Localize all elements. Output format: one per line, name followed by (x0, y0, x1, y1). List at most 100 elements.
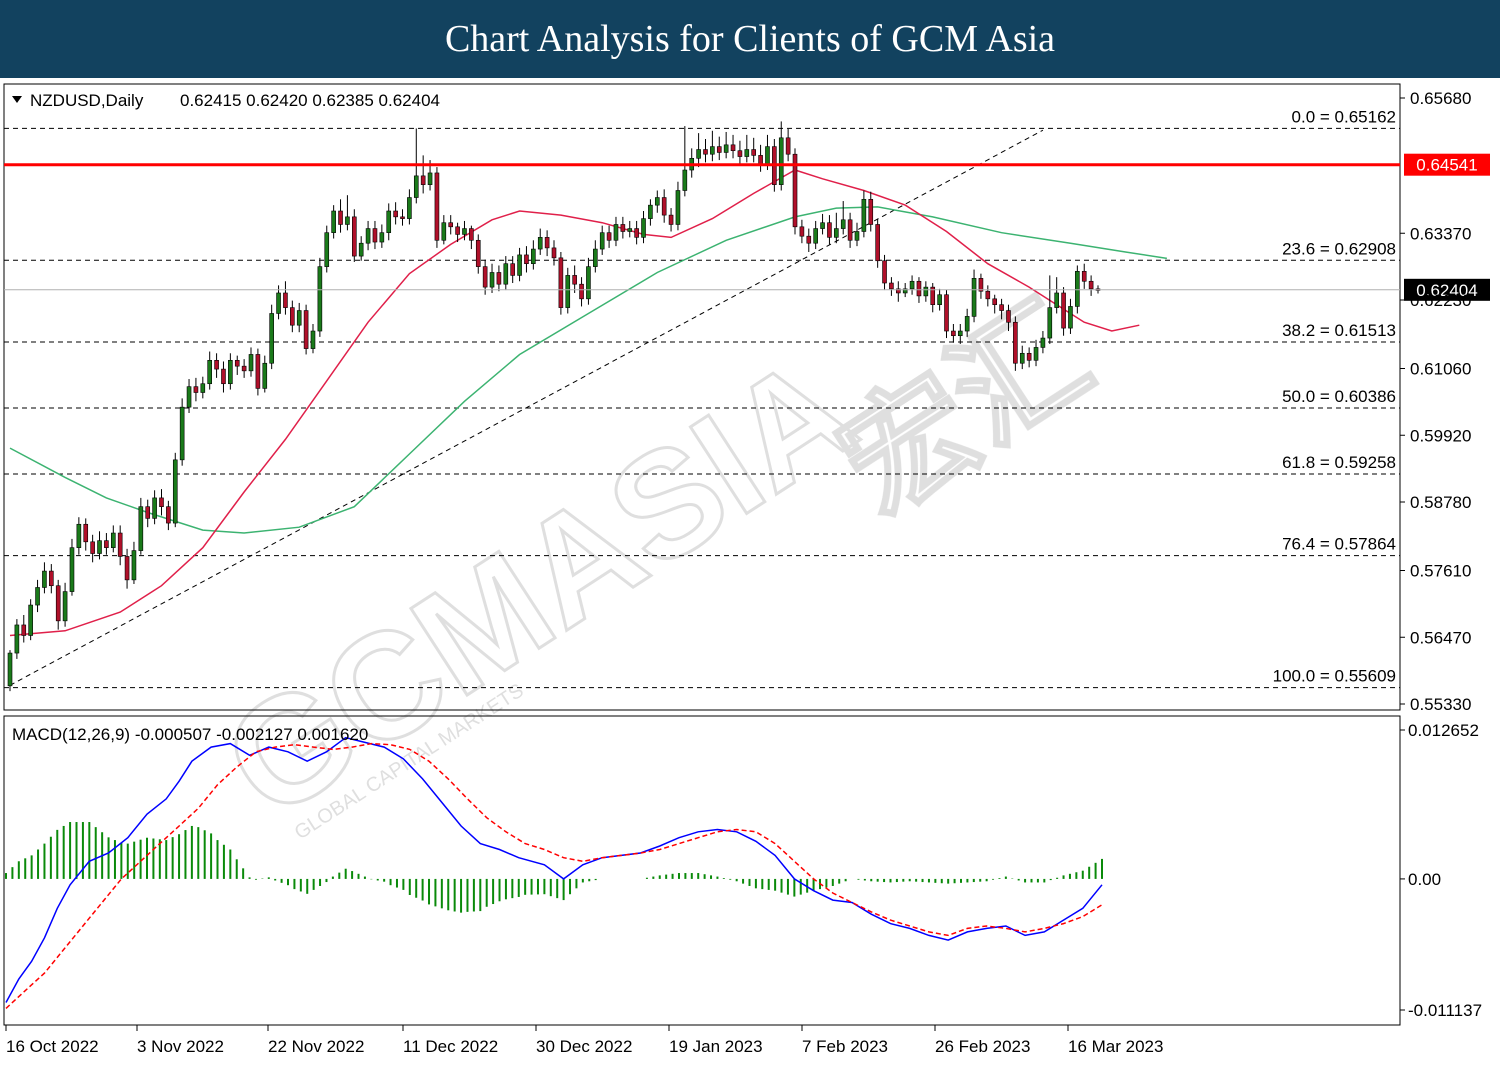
candle-body (303, 310, 309, 349)
fibonacci-label-bg (1255, 452, 1396, 472)
macd-line (5, 736, 1103, 1003)
time-tick-label: 16 Oct 2022 (6, 1037, 99, 1056)
candle-body (338, 210, 343, 225)
candle-body (496, 272, 502, 285)
candle-body (999, 304, 1004, 311)
candle-body (937, 294, 942, 305)
candle-body (1061, 292, 1066, 329)
candle-body (868, 198, 874, 225)
candle-body (1019, 352, 1025, 364)
candle-body (882, 260, 887, 284)
candle-body (413, 175, 419, 198)
candle-body (324, 232, 330, 267)
candle-body (847, 219, 853, 241)
candle-body (572, 275, 577, 285)
candle-body (531, 248, 536, 264)
macd-axis: 0.012652 0.00 -0.011137 (1400, 721, 1482, 1020)
current-price-tag (1404, 278, 1490, 301)
candle-body (599, 232, 605, 250)
candle-body (964, 316, 970, 332)
candle-body (69, 547, 75, 592)
price-axis: 0.65680 0.63370 0.62230 0.61060 0.59920 0.587… (1400, 89, 1471, 714)
macd-lines (5, 736, 1103, 1009)
candle-body (104, 540, 109, 548)
time-tick-label: 7 Feb 2023 (802, 1037, 888, 1056)
fibonacci-label-bg (1255, 238, 1396, 258)
price-tick-label: 0.65680 (1410, 89, 1471, 108)
candle-body (365, 228, 371, 244)
candle-body (503, 263, 509, 285)
candle-body (207, 360, 212, 385)
candle-body (1054, 292, 1059, 308)
candle-body (1040, 337, 1046, 348)
candle-body (117, 532, 123, 557)
banner-title: Chart Analysis for Clients of GCM Asia (0, 0, 1500, 78)
candle-body (455, 226, 460, 235)
candle-body (889, 282, 894, 290)
candle-body (634, 228, 639, 238)
candle-body (902, 288, 908, 294)
candle-body (978, 278, 984, 292)
candle-body (923, 286, 929, 297)
fibonacci-levels: 0.0 = 0.65162 23.6 = 0.62908 38.2 = 0.6151… (4, 106, 1400, 689)
candle-body (110, 532, 116, 548)
candle-body (606, 232, 612, 241)
candle-body (262, 362, 268, 389)
candle-body (675, 190, 681, 225)
macd-histogram (5, 822, 1103, 913)
candle-body (799, 226, 805, 237)
candle-body (193, 386, 199, 393)
candle-body (593, 248, 598, 267)
candle-body (957, 330, 963, 337)
symbol-title: NZDUSD,Daily (30, 91, 144, 110)
fibonacci-label-bg (1255, 533, 1396, 553)
candle-body (379, 232, 385, 243)
candle-body (234, 360, 240, 367)
candle-body (145, 506, 151, 519)
candle-body (778, 137, 784, 185)
candle-body (448, 222, 454, 228)
candle-body (620, 224, 626, 232)
candle-body (716, 146, 722, 153)
candle-body (482, 266, 488, 288)
candle-body (579, 283, 584, 300)
candle-body (124, 556, 130, 581)
candle-body (682, 169, 688, 191)
candle-body (255, 354, 261, 389)
fibonacci-label-bg (1265, 106, 1396, 126)
dropdown-triangle-icon[interactable] (12, 96, 22, 103)
fibonacci-label-bg (1255, 385, 1396, 405)
trendline-group (9, 129, 1044, 686)
candle-body (248, 354, 254, 372)
candle-body (537, 237, 543, 250)
price-panel: 0.0 = 0.65162 23.6 = 0.62908 38.2 = 0.6151… (3, 83, 1490, 714)
candle-body (627, 228, 633, 232)
candle-body (131, 550, 137, 581)
candle-body (854, 231, 860, 241)
candle-body (703, 149, 708, 155)
candle-body (792, 153, 798, 228)
macd-tick-label: 0.00 (1408, 870, 1441, 889)
candle-body (813, 228, 818, 244)
candle-body (179, 406, 185, 461)
macd-tick-label: 0.012652 (1408, 721, 1479, 740)
price-tick-label: 0.62230 (1410, 291, 1471, 310)
candle-body (710, 146, 715, 155)
candle-body (827, 222, 832, 238)
candle-body (765, 146, 770, 165)
current-price-label: 0.62404 (1416, 281, 1477, 300)
candle-body (1047, 307, 1053, 339)
candle-body (35, 587, 40, 606)
candle-body (785, 137, 791, 155)
candle-body (661, 197, 667, 216)
candle-body (944, 294, 949, 332)
candle-body (290, 307, 295, 326)
candle-body (372, 228, 378, 243)
candle-body (524, 254, 529, 264)
candle-body (861, 198, 867, 232)
candle-body (806, 235, 812, 244)
candle-body (407, 197, 412, 219)
candle-body (469, 228, 474, 241)
candle-body (840, 219, 846, 229)
price-tick-label: 0.59920 (1410, 426, 1471, 445)
